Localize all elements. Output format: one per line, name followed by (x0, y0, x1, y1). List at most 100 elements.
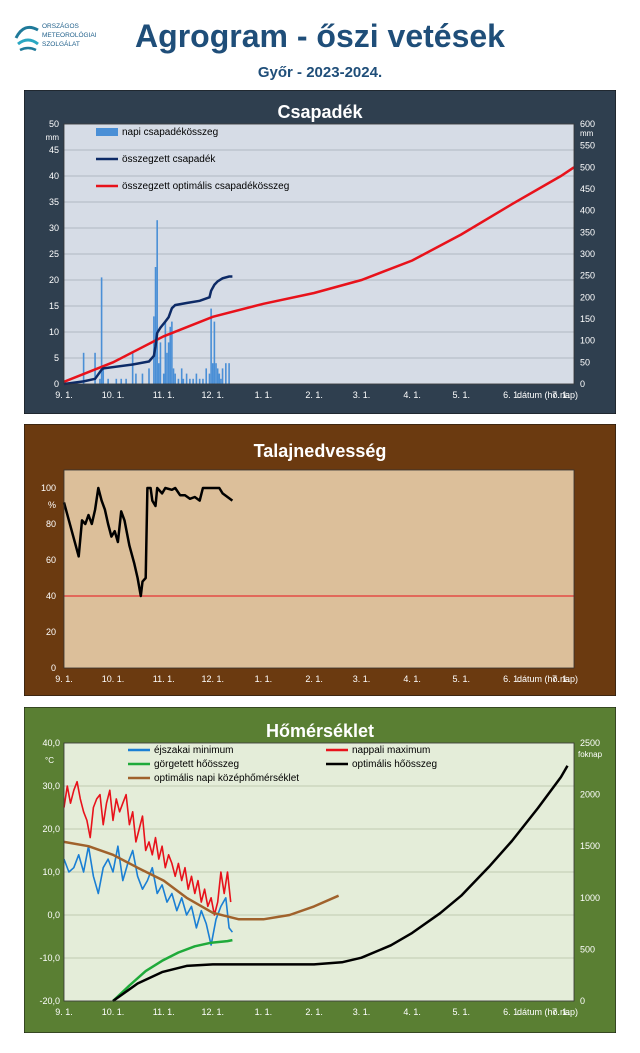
x-tick-label: 4. 1. (403, 1007, 421, 1017)
x-tick-label: 11. 1. (153, 1007, 175, 1017)
x-tick-label: 12. 1. (201, 674, 224, 684)
daily-precip-bar (141, 373, 144, 384)
y-tick-label-right: 2000 (580, 790, 600, 800)
x-tick-label: 12. 1. (201, 1007, 224, 1017)
y-tick-label-left: 30 (49, 223, 59, 233)
y-tick-label-left: 10,0 (42, 867, 60, 877)
x-tick-label: 7. 1. (552, 674, 570, 684)
precipitation-chart: Csapadék05101520253035404550050100150200… (24, 90, 616, 414)
daily-precip-bar (158, 363, 160, 384)
y-tick-label-left: 40,0 (42, 738, 60, 748)
x-tick-label: 7. 1. (552, 1007, 570, 1017)
x-tick-label: 10. 1. (102, 1007, 125, 1017)
x-tick-label: 10. 1. (102, 674, 125, 684)
x-tick-label: 9. 1. (55, 674, 73, 684)
daily-precip-bar (216, 368, 219, 384)
legend-label: összegzett optimális csapadékösszeg (122, 181, 289, 192)
x-tick-label: 9. 1. (55, 390, 73, 400)
x-tick-label: 2. 1. (305, 1007, 323, 1017)
x-axis-label: dátum (hó.nap) (517, 1007, 578, 1017)
daily-precip-bar (125, 378, 127, 384)
cumulative-precip-line (63, 275, 233, 386)
x-tick-label: 6. 1. (503, 1007, 521, 1017)
daily-precip-bar (82, 352, 85, 384)
daily-precip-bar (99, 378, 101, 384)
y-axis-label-right: mm (580, 129, 594, 138)
x-tick-label: 11. 1. (153, 390, 175, 400)
y-axis-label-left: mm (46, 133, 60, 142)
y-tick-label-right: 1000 (580, 893, 600, 903)
legend-label: napi csapadékösszeg (122, 127, 218, 138)
x-tick-label: 7. 1. (552, 390, 570, 400)
y-tick-label-right: 550 (580, 141, 595, 151)
y-tick-label: 40 (46, 591, 56, 601)
y-tick-label-left: 0,0 (47, 910, 60, 920)
plot-area (64, 470, 574, 668)
daily-precip-bar (180, 368, 183, 384)
y-tick-label: 0 (51, 663, 56, 673)
daily-precip-bar (221, 368, 224, 384)
page-title: Agrogram - őszi vetések (135, 18, 505, 54)
x-tick-label: 9. 1. (55, 1007, 73, 1017)
y-tick-label-right: 2500 (580, 738, 600, 748)
x-tick-label: 11. 1. (153, 674, 175, 684)
y-tick-label-left: 20 (49, 275, 59, 285)
logo-text-line-1: ORSZÁGOS (42, 21, 80, 30)
chart-title: Talajnedvesség (254, 441, 387, 461)
daily-precip-bar (225, 363, 227, 384)
x-tick-label: 6. 1. (503, 674, 521, 684)
y-tick-label-left: 50 (49, 119, 59, 129)
x-tick-label: 5. 1. (452, 1007, 470, 1017)
daily-precip-bar (185, 373, 188, 384)
x-tick-label: 3. 1. (353, 674, 371, 684)
daily-precip-bar (220, 378, 222, 384)
x-tick-label: 2. 1. (305, 390, 323, 400)
daily-precip-bar (228, 363, 230, 384)
daily-precip-bar (177, 378, 180, 384)
y-tick-label-right: 50 (580, 357, 590, 367)
y-axis-label-right: foknap (578, 750, 603, 759)
legend-label: éjszakai minimum (154, 745, 233, 756)
y-tick-label-left: 45 (49, 145, 59, 155)
logo-text-line-2: METEOROLÓGIAI (42, 30, 97, 39)
daily-precip-bar (169, 326, 172, 384)
series-line (63, 780, 232, 916)
x-tick-label: 4. 1. (403, 674, 421, 684)
daily-precip-bar (154, 267, 157, 384)
y-tick-label-left: 10 (49, 327, 59, 337)
y-tick-label: 80 (46, 519, 56, 529)
x-axis-label: dátum (hó.nap) (517, 390, 578, 400)
soil-moisture-chart: Talajnedvesség 0 20 40 60 80 100% 9. 1. 10. 1. 11… (24, 424, 616, 696)
y-tick-label-left: 30,0 (42, 781, 60, 791)
y-tick-label-right: 150 (580, 314, 595, 324)
y-tick-label-right: 400 (580, 206, 595, 216)
y-tick-label: 60 (46, 555, 56, 565)
daily-precip-bar (131, 352, 134, 384)
daily-precip-bar (166, 352, 168, 384)
x-tick-label: 12. 1. (201, 390, 224, 400)
page-header: ORSZÁGOS METEOROLÓGIAI SZOLGÁLAT Agrogra… (0, 0, 640, 88)
x-tick-label: 1. 1. (255, 1007, 273, 1017)
x-tick-label: 5. 1. (452, 674, 470, 684)
y-tick-label: 100 (41, 483, 56, 493)
y-tick-label-left: 35 (49, 197, 59, 207)
page-subtitle: Győr - 2023-2024. (257, 64, 383, 81)
y-tick-label-left: 5 (54, 353, 59, 363)
y-tick-label: 20 (46, 627, 56, 637)
x-axis-label: dátum (hó.nap) (517, 674, 578, 684)
series-line (112, 938, 233, 1002)
y-tick-label-right: 100 (580, 336, 595, 346)
y-tick-label-left: 0 (54, 379, 59, 389)
daily-precip-bar (120, 378, 123, 384)
y-tick-label-right: 0 (580, 996, 585, 1006)
daily-precip-bar (102, 368, 105, 384)
x-tick-label: 1. 1. (255, 674, 273, 684)
daily-precip-bar (198, 378, 201, 384)
y-tick-label-right: 350 (580, 227, 595, 237)
legend-label: összegzett csapadék (122, 154, 216, 165)
y-tick-label-right: 450 (580, 184, 595, 194)
y-tick-label-left: 25 (49, 249, 59, 259)
x-tick-label: 5. 1. (452, 390, 470, 400)
y-tick-label-right: 1500 (580, 841, 600, 851)
daily-precip-bar (202, 378, 204, 384)
